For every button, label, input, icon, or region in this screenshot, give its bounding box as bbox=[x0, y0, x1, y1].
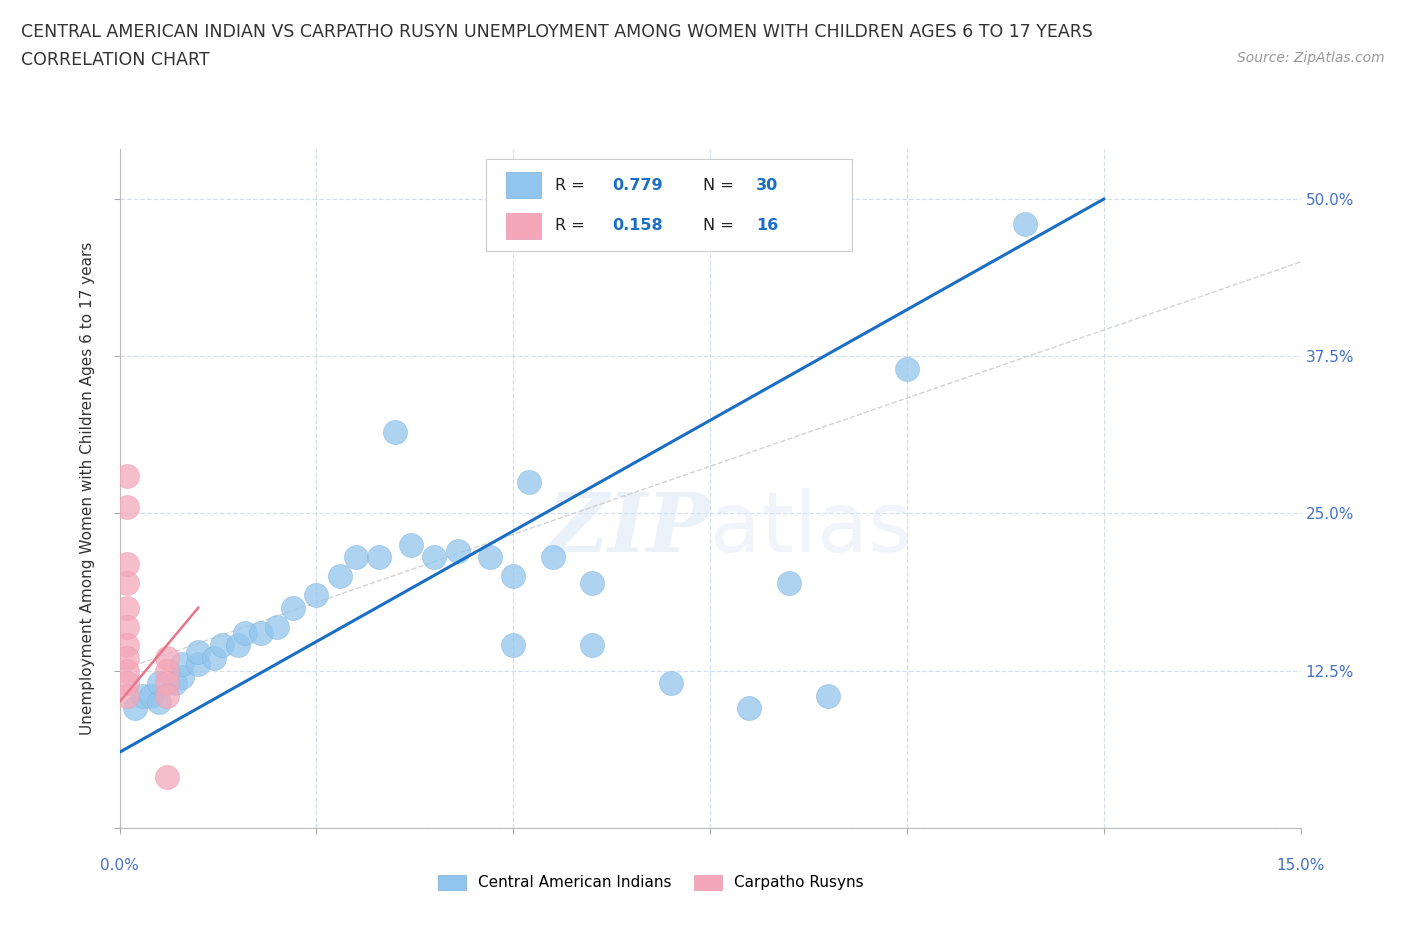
Point bbox=[305, 588, 328, 603]
Point bbox=[447, 544, 470, 559]
Point bbox=[281, 600, 304, 615]
Y-axis label: Unemployment Among Women with Children Ages 6 to 17 years: Unemployment Among Women with Children A… bbox=[80, 242, 96, 735]
Point bbox=[117, 619, 139, 634]
Point bbox=[581, 638, 603, 653]
Point bbox=[117, 638, 139, 653]
Point bbox=[117, 600, 139, 615]
Point bbox=[399, 538, 422, 552]
Point bbox=[187, 644, 209, 659]
Text: R =: R = bbox=[555, 219, 591, 233]
Point bbox=[778, 575, 800, 590]
Point bbox=[738, 701, 761, 716]
Text: 16: 16 bbox=[756, 219, 779, 233]
Point bbox=[423, 550, 446, 565]
Point bbox=[172, 670, 194, 684]
Point bbox=[329, 569, 352, 584]
Point bbox=[202, 651, 225, 666]
FancyBboxPatch shape bbox=[506, 172, 541, 198]
Text: 0.0%: 0.0% bbox=[100, 858, 139, 873]
Text: 0.779: 0.779 bbox=[612, 178, 662, 193]
Point bbox=[172, 657, 194, 671]
Point bbox=[817, 688, 839, 703]
Point bbox=[124, 701, 146, 716]
Point bbox=[117, 688, 139, 703]
Point bbox=[139, 688, 162, 703]
Point bbox=[156, 770, 179, 785]
Point bbox=[132, 688, 155, 703]
Point bbox=[187, 657, 209, 671]
Point bbox=[117, 663, 139, 678]
Point bbox=[659, 676, 682, 691]
Point bbox=[117, 676, 139, 691]
Point bbox=[344, 550, 367, 565]
Text: CORRELATION CHART: CORRELATION CHART bbox=[21, 51, 209, 69]
FancyBboxPatch shape bbox=[506, 213, 541, 239]
Text: ZIP: ZIP bbox=[547, 489, 710, 569]
Point bbox=[117, 468, 139, 483]
Text: CENTRAL AMERICAN INDIAN VS CARPATHO RUSYN UNEMPLOYMENT AMONG WOMEN WITH CHILDREN: CENTRAL AMERICAN INDIAN VS CARPATHO RUSY… bbox=[21, 23, 1092, 41]
Point bbox=[517, 474, 540, 489]
Point bbox=[541, 550, 564, 565]
Point bbox=[478, 550, 501, 565]
Point bbox=[156, 688, 179, 703]
Point bbox=[117, 575, 139, 590]
Legend: Central American Indians, Carpatho Rusyns: Central American Indians, Carpatho Rusyn… bbox=[430, 867, 872, 898]
FancyBboxPatch shape bbox=[485, 159, 852, 251]
Point bbox=[156, 663, 179, 678]
Text: 0.158: 0.158 bbox=[612, 219, 662, 233]
Text: atlas: atlas bbox=[710, 488, 911, 569]
Point bbox=[117, 556, 139, 571]
Point bbox=[117, 499, 139, 514]
Text: N =: N = bbox=[703, 219, 738, 233]
Point bbox=[156, 651, 179, 666]
Point bbox=[896, 362, 918, 377]
Point bbox=[163, 676, 186, 691]
Point bbox=[384, 424, 406, 439]
Point bbox=[226, 638, 249, 653]
Text: 30: 30 bbox=[756, 178, 779, 193]
Point bbox=[148, 676, 170, 691]
Point bbox=[368, 550, 391, 565]
Text: 15.0%: 15.0% bbox=[1277, 858, 1324, 873]
Point bbox=[211, 638, 233, 653]
Point bbox=[117, 651, 139, 666]
Point bbox=[502, 638, 524, 653]
Point bbox=[1014, 217, 1036, 232]
Point bbox=[250, 625, 273, 640]
Text: N =: N = bbox=[703, 178, 738, 193]
Point bbox=[148, 695, 170, 710]
Point bbox=[502, 569, 524, 584]
Point bbox=[266, 619, 288, 634]
Text: R =: R = bbox=[555, 178, 591, 193]
Point bbox=[235, 625, 257, 640]
Point bbox=[156, 676, 179, 691]
Text: Source: ZipAtlas.com: Source: ZipAtlas.com bbox=[1237, 51, 1385, 65]
Point bbox=[581, 575, 603, 590]
